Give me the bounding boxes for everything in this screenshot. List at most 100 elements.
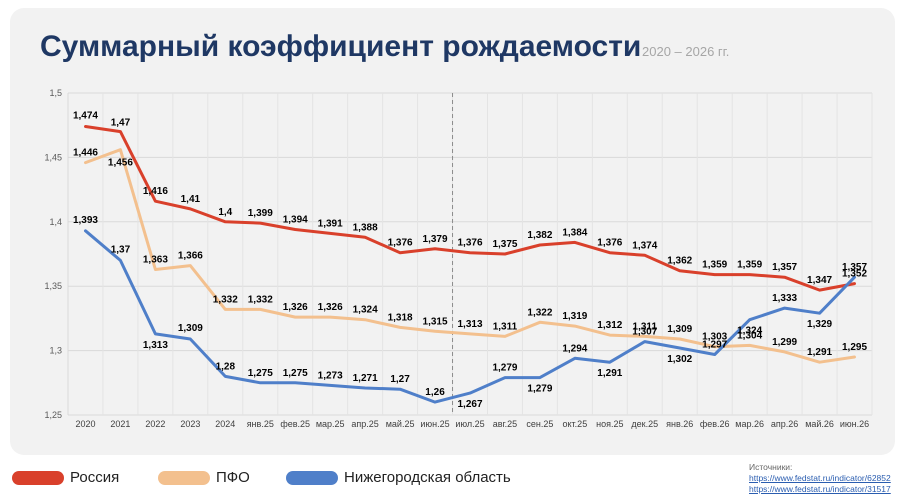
series-line-pfo: [84, 148, 856, 364]
data-label-russia: 1,362: [667, 256, 692, 267]
data-label-nizhny: 1,273: [318, 370, 343, 381]
legend-swatch-pfo: [158, 471, 210, 485]
data-label-russia: 1,384: [562, 227, 587, 238]
data-label-pfo: 1,311: [633, 321, 658, 332]
y-tick-label: 1,4: [49, 217, 62, 227]
data-label-russia: 1,357: [772, 262, 797, 273]
data-label-russia: 1,47: [111, 118, 131, 129]
data-label-russia: 1,379: [423, 234, 448, 245]
data-labels: 1,474 1,47 1,416 1,41 1,4 1,399 1,394 1,391 1,38…: [73, 110, 868, 410]
data-label-russia: 1,347: [807, 275, 832, 286]
data-label-nizhny: 1,279: [492, 363, 517, 374]
axes: 1,25 1,3 1,35 1,4 1,45 1,5 2020 2021 2022 2023 202…: [44, 88, 869, 429]
data-label-nizhny: 1,275: [283, 368, 308, 379]
x-tick-label: фев.25: [280, 419, 310, 429]
data-label-russia: 1,382: [527, 230, 552, 241]
x-tick-label: сен.25: [526, 419, 553, 429]
data-label-pfo: 1,326: [318, 302, 343, 313]
data-label-nizhny: 1,275: [248, 368, 273, 379]
data-label-nizhny: 1,279: [527, 384, 552, 395]
data-label-pfo: 1,332: [213, 294, 238, 305]
data-label-nizhny: 1,357: [842, 262, 867, 273]
x-tick-label: апр.26: [771, 419, 798, 429]
y-tick-label: 1,3: [49, 346, 62, 356]
x-tick-label: июл.25: [455, 419, 484, 429]
x-tick-label: июн.26: [840, 419, 869, 429]
x-tick-label: фев.26: [700, 419, 730, 429]
data-label-russia: 1,359: [702, 260, 727, 271]
data-label-nizhny: 1,37: [111, 244, 131, 255]
data-label-nizhny: 1,28: [216, 361, 236, 372]
data-label-nizhny: 1,267: [457, 399, 482, 410]
data-label-nizhny: 1,291: [597, 368, 622, 379]
data-label-nizhny: 1,27: [390, 374, 410, 385]
data-label-pfo: 1,311: [493, 321, 518, 332]
x-tick-label: апр.25: [351, 419, 378, 429]
legend-label-pfo: ПФО: [216, 469, 250, 486]
data-label-nizhny: 1,333: [772, 293, 797, 304]
data-label-russia: 1,41: [181, 194, 201, 205]
data-label-pfo: 1,295: [842, 342, 867, 353]
data-label-russia: 1,391: [318, 218, 343, 229]
data-label-pfo: 1,366: [178, 251, 203, 262]
source-link-2[interactable]: https://www.fedstat.ru/indicator/31517: [749, 484, 891, 494]
data-label-russia: 1,474: [73, 110, 98, 121]
x-tick-label: 2021: [110, 419, 130, 429]
data-label-russia: 1,4: [218, 207, 232, 218]
data-label-pfo: 1,313: [457, 319, 482, 330]
data-label-nizhny: 1,26: [425, 387, 445, 398]
data-label-pfo: 1,324: [353, 305, 378, 316]
x-tick-label: янв.26: [666, 419, 693, 429]
source-link-1[interactable]: https://www.fedstat.ru/indicator/62852: [749, 473, 891, 483]
page-title: Суммарный коэффициент рождаемости: [40, 30, 642, 63]
data-label-russia: 1,416: [143, 186, 168, 197]
legend-label-russia: Россия: [70, 469, 120, 486]
data-label-nizhny: 1,271: [353, 373, 378, 384]
x-tick-label: 2022: [145, 419, 165, 429]
x-tick-label: 2023: [180, 419, 200, 429]
y-tick-label: 1,35: [44, 281, 62, 291]
data-label-pfo: 1,326: [283, 302, 308, 313]
data-label-nizhny: 1,313: [143, 340, 168, 351]
legend-swatch-nizhny: [286, 471, 338, 485]
data-label-nizhny: 1,329: [807, 319, 832, 330]
sources: Источники: https://www.fedstat.ru/indica…: [749, 462, 891, 495]
x-tick-label: янв.25: [247, 419, 274, 429]
legend-label-nizhny: Нижегородская область: [344, 469, 511, 486]
data-label-russia: 1,374: [632, 240, 657, 251]
data-label-pfo: 1,319: [562, 311, 587, 322]
data-label-russia: 1,375: [492, 239, 517, 250]
data-label-nizhny: 1,309: [178, 323, 203, 334]
grid: [67, 92, 873, 416]
data-label-nizhny: 1,302: [667, 354, 692, 365]
x-tick-label: окт.25: [563, 419, 588, 429]
x-tick-label: май.25: [386, 419, 415, 429]
data-label-nizhny: 1,297: [702, 339, 727, 350]
series-line-russia: [84, 125, 856, 292]
sources-label: Источники:: [749, 462, 793, 472]
data-label-nizhny: 1,307: [632, 327, 657, 338]
x-tick-label: дек.25: [631, 419, 658, 429]
data-label-pfo: 1,363: [143, 254, 168, 265]
series-line-nizhny: [84, 229, 856, 404]
data-label-russia: 1,376: [388, 238, 413, 249]
data-label-russia: 1,376: [597, 238, 622, 249]
legend-swatch-russia: [12, 471, 64, 485]
data-label-nizhny: 1,393: [73, 215, 98, 226]
x-tick-label: мар.26: [735, 419, 764, 429]
data-label-pfo: 1,322: [527, 307, 552, 318]
y-tick-label: 1,45: [44, 152, 62, 162]
x-tick-label: мар.25: [316, 419, 345, 429]
data-label-russia: 1,359: [737, 260, 762, 271]
data-label-pfo: 1,303: [702, 332, 727, 343]
x-tick-label: ноя.25: [596, 419, 623, 429]
x-tick-label: 2024: [215, 419, 235, 429]
data-label-pfo: 1,446: [73, 148, 98, 159]
data-label-russia: 1,399: [248, 208, 273, 219]
data-label-nizhny: 1,324: [737, 326, 762, 337]
data-label-pfo: 1,291: [807, 347, 832, 358]
x-tick-label: май.26: [805, 419, 834, 429]
data-label-pfo: 1,309: [667, 324, 692, 335]
page-subtitle: 2020 – 2026 гг.: [642, 44, 730, 59]
